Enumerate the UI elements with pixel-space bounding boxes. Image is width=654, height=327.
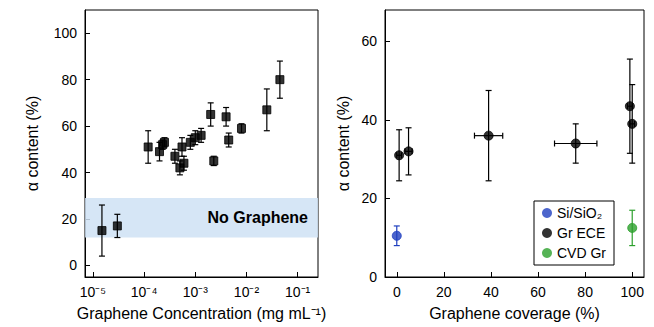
svg-text:40: 40: [483, 284, 499, 300]
svg-text:0: 0: [393, 284, 401, 300]
svg-text:CVD Gr: CVD Gr: [557, 245, 606, 261]
svg-text:0: 0: [69, 257, 77, 273]
svg-text:Gr ECE: Gr ECE: [557, 225, 605, 241]
svg-text:Si/SiO₂: Si/SiO₂: [557, 205, 602, 221]
svg-text:Graphene coverage (%): Graphene coverage (%): [429, 305, 600, 322]
svg-text:80: 80: [61, 72, 77, 88]
svg-text:100: 100: [54, 25, 78, 41]
svg-text:0: 0: [369, 269, 377, 285]
svg-text:No Graphene: No Graphene: [208, 209, 309, 226]
svg-text:10⁻²: 10⁻²: [234, 284, 260, 300]
svg-text:20: 20: [361, 190, 377, 206]
svg-text:60: 60: [61, 118, 77, 134]
svg-text:60: 60: [361, 33, 377, 49]
svg-text:100: 100: [621, 284, 645, 300]
svg-text:α content (%): α content (%): [335, 96, 352, 192]
svg-text:80: 80: [577, 284, 593, 300]
svg-text:20: 20: [436, 284, 452, 300]
svg-text:40: 40: [361, 112, 377, 128]
svg-text:60: 60: [530, 284, 546, 300]
svg-text:10⁻³: 10⁻³: [183, 284, 209, 300]
svg-text:10⁻¹: 10⁻¹: [285, 284, 311, 300]
svg-text:Graphene Concentration (mg mL⁻: Graphene Concentration (mg mL⁻¹): [77, 305, 327, 322]
svg-text:40: 40: [61, 165, 77, 181]
svg-text:10⁻⁴: 10⁻⁴: [131, 284, 158, 300]
svg-text:10⁻⁵: 10⁻⁵: [80, 284, 106, 300]
svg-text:α content (%): α content (%): [24, 96, 41, 192]
svg-text:20: 20: [61, 211, 77, 227]
